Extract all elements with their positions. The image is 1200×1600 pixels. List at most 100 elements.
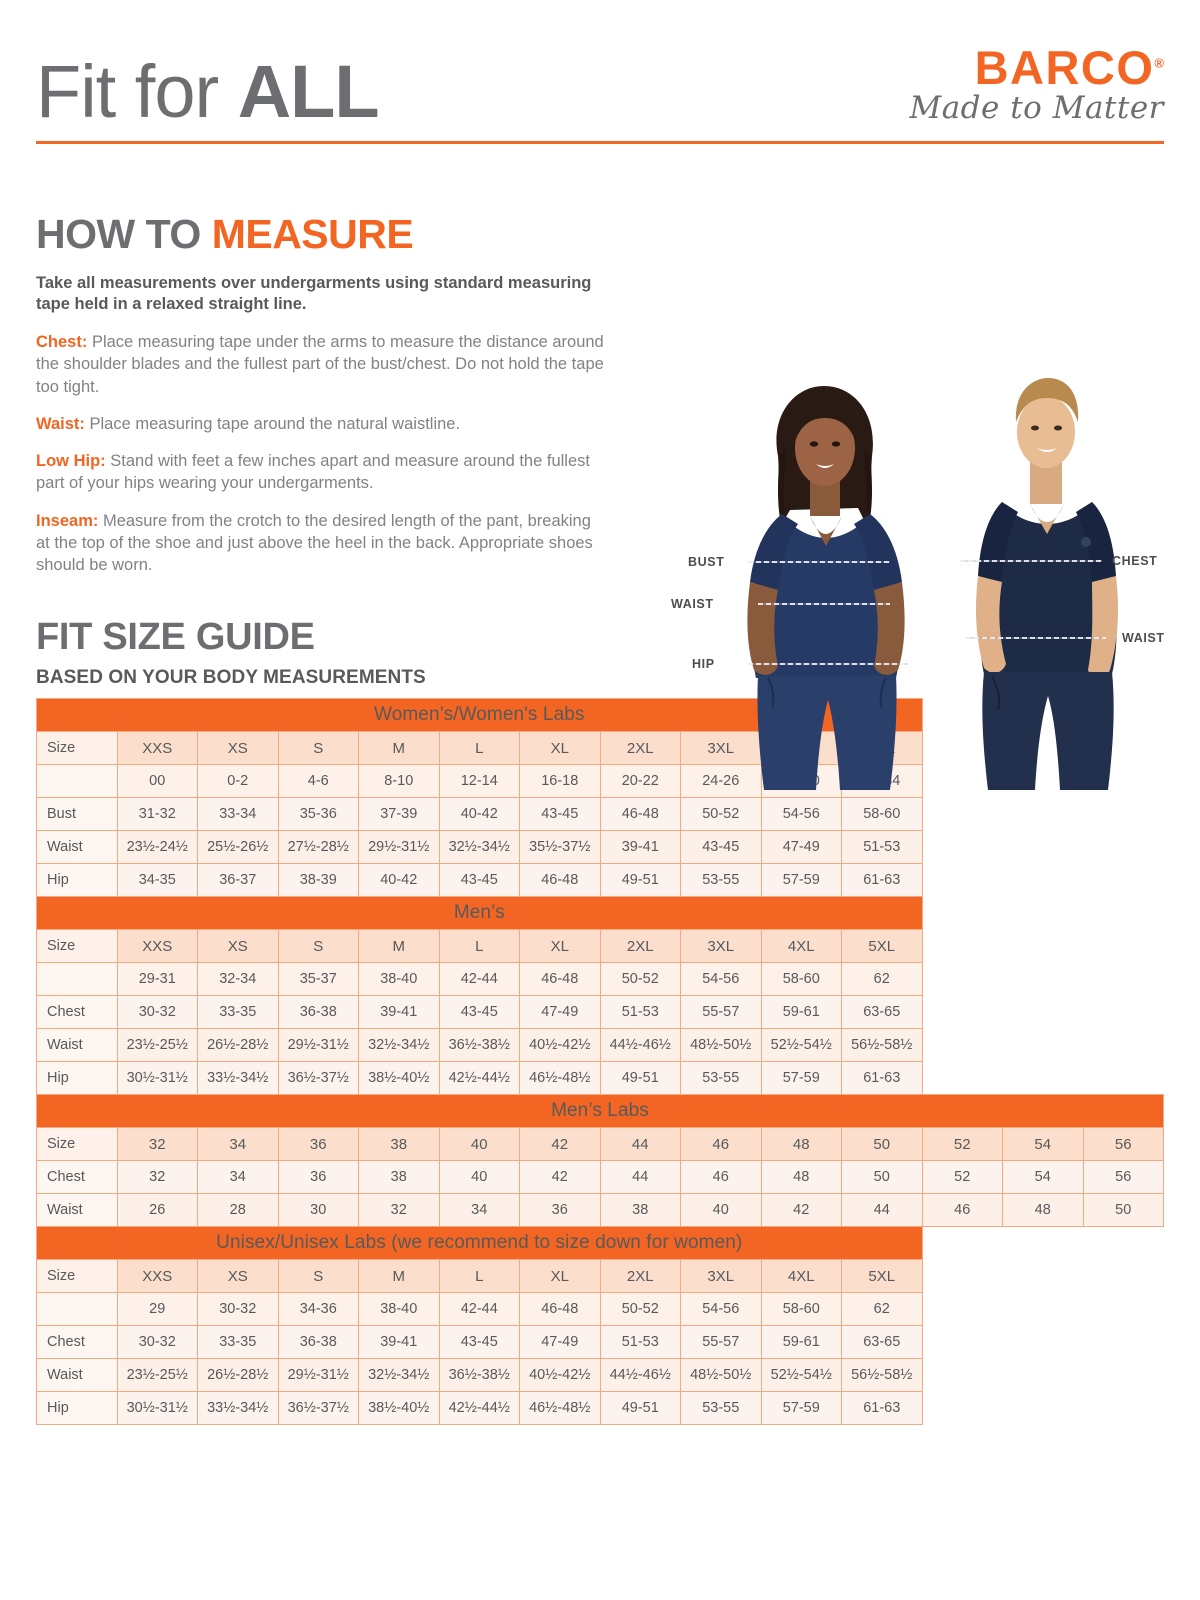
size-header-cell: XS [197,731,279,766]
measurement-cell: 46-48 [599,797,681,832]
heading-part-grey: HOW TO [36,210,212,257]
measurement-cell: 40 [680,1193,762,1228]
female-model-illustration [747,386,905,790]
numeric-cell: 29-31 [116,962,198,997]
numeric-cell: 62 [841,962,923,997]
size-header-cell: 2XL [599,731,681,766]
measurement-cell: 57-59 [760,1391,842,1426]
size-header-cell: L [438,929,520,964]
measurement-cell: 50-52 [680,797,762,832]
row-label: Waist [36,1358,118,1393]
measurement-cell: 51-53 [841,830,923,865]
measurement-cell: 59-61 [760,1325,842,1360]
measurement-cell: 30-32 [116,995,198,1030]
table-row: Chest 32 34 36 38 40 42 44 46 48 50 52 54 56 [36,1160,1164,1195]
measurement-cell: 63-65 [841,995,923,1030]
size-header-cell: 3XL [680,929,762,964]
measurement-cell: 42½-44½ [438,1061,520,1096]
row-label: Size [36,929,118,964]
numeric-cell: 16-18 [519,764,601,799]
measurement-cell: 39-41 [599,830,681,865]
page-title-light: Fit for [36,49,238,133]
measurement-cell: 53-55 [680,863,762,898]
measurement-cell: 48½-50½ [680,1028,762,1063]
measurement-cell: 55-57 [680,1325,762,1360]
size-header-cell: 3XL [680,731,762,766]
measurement-cell: 28 [197,1193,279,1228]
table-size-header-row: Size 32 34 36 38 40 42 44 46 48 50 52 54 56 [36,1127,1164,1162]
numeric-cell: 35-37 [277,962,359,997]
row-label: Size [36,1259,118,1294]
measurement-cell: 36½-38½ [438,1028,520,1063]
measurement-cell: 49-51 [599,863,681,898]
measurement-cell: 32 [358,1193,440,1228]
size-header-cell: 44 [599,1127,681,1162]
numeric-cell: 4-6 [277,764,359,799]
size-header-cell: 48 [760,1127,842,1162]
label-waist-man: WAIST [1122,631,1165,645]
measurement-cell: 23½-24½ [116,830,198,865]
models-photo: BUST WAIST HIP CHEST WAIST [660,370,1180,790]
size-header-cell: M [358,731,440,766]
heading-part-accent: MEASURE [211,210,414,257]
fit-size-guide-heading: FIT SIZE GUIDE [36,616,315,659]
table-row: Waist 23½-25½ 26½-28½ 29½-31½ 32½-34½ 36½-38½… [36,1028,1164,1063]
measurement-cell: 55-57 [680,995,762,1030]
measurement-cell: 36 [519,1193,601,1228]
table-group-header: Unisex/Unisex Labs (we recommend to size… [36,1226,1164,1261]
measurement-cell: 53-55 [680,1391,762,1426]
row-label: Waist [36,1193,118,1228]
size-header-cell: 54 [1002,1127,1084,1162]
measurement-cell: 29½-31½ [358,830,440,865]
row-label: Size [36,731,118,766]
measurement-cell: 51-53 [599,995,681,1030]
tapeline-chest [960,560,1102,562]
measurement-cell: 46½-48½ [519,1061,601,1096]
label-waist-woman: WAIST [671,597,714,611]
numeric-cell: 50-52 [599,1292,681,1327]
measure-text-waist: Place measuring tape around the natural … [89,414,461,433]
measurement-cell: 44 [599,1160,681,1195]
measurement-cell: 52½-54½ [760,1358,842,1393]
measurement-cell: 52½-54½ [760,1028,842,1063]
measurement-cell: 40-42 [358,863,440,898]
measurement-cell: 50 [841,1160,923,1195]
measurement-cell: 32 [116,1160,198,1195]
measurement-cell: 31-32 [116,797,198,832]
numeric-cell: 62 [841,1292,923,1327]
measurement-cell: 36½-38½ [438,1358,520,1393]
masthead: Fit for ALL BARCO® Made to Matter [36,0,1164,137]
measurement-cell: 30-32 [116,1325,198,1360]
label-chest: CHEST [1112,554,1158,568]
measurement-cell: 30½-31½ [116,1061,198,1096]
size-header-cell: 52 [921,1127,1003,1162]
brand-logo: BARCO® Made to Matter [909,44,1164,129]
numeric-cell: 34-36 [277,1292,359,1327]
measurement-cell: 26½-28½ [197,1028,279,1063]
measurement-cell: 36-38 [277,995,359,1030]
measurement-cell: 23½-25½ [116,1358,198,1393]
numeric-cell: 58-60 [760,1292,842,1327]
measurement-cell: 40½-42½ [519,1358,601,1393]
numeric-cell: 29 [116,1292,198,1327]
measurement-cell: 34 [438,1193,520,1228]
measurement-cell: 38 [358,1160,440,1195]
measurement-cell: 61-63 [841,863,923,898]
size-header-cell: 2XL [599,1259,681,1294]
table-row: Chest 30-32 33-35 36-38 39-41 43-45 47-49 51-53… [36,995,1164,1030]
page-title: Fit for ALL [36,54,380,129]
fit-size-guide-subheading: BASED ON YOUR BODY MEASUREMENTS [36,667,426,689]
measurement-cell: 33-35 [197,995,279,1030]
numeric-cell: 42-44 [438,1292,520,1327]
size-header-cell: M [358,1259,440,1294]
brand-name-text: BARCO [974,41,1155,94]
numeric-cell: 54-56 [680,1292,762,1327]
size-header-cell: XXS [116,1259,198,1294]
measurement-cell: 61-63 [841,1391,923,1426]
numeric-cell: 0-2 [197,764,279,799]
numeric-cell: 38-40 [358,1292,440,1327]
measurement-cell: 46-48 [519,863,601,898]
measurement-cell: 32½-34½ [358,1358,440,1393]
